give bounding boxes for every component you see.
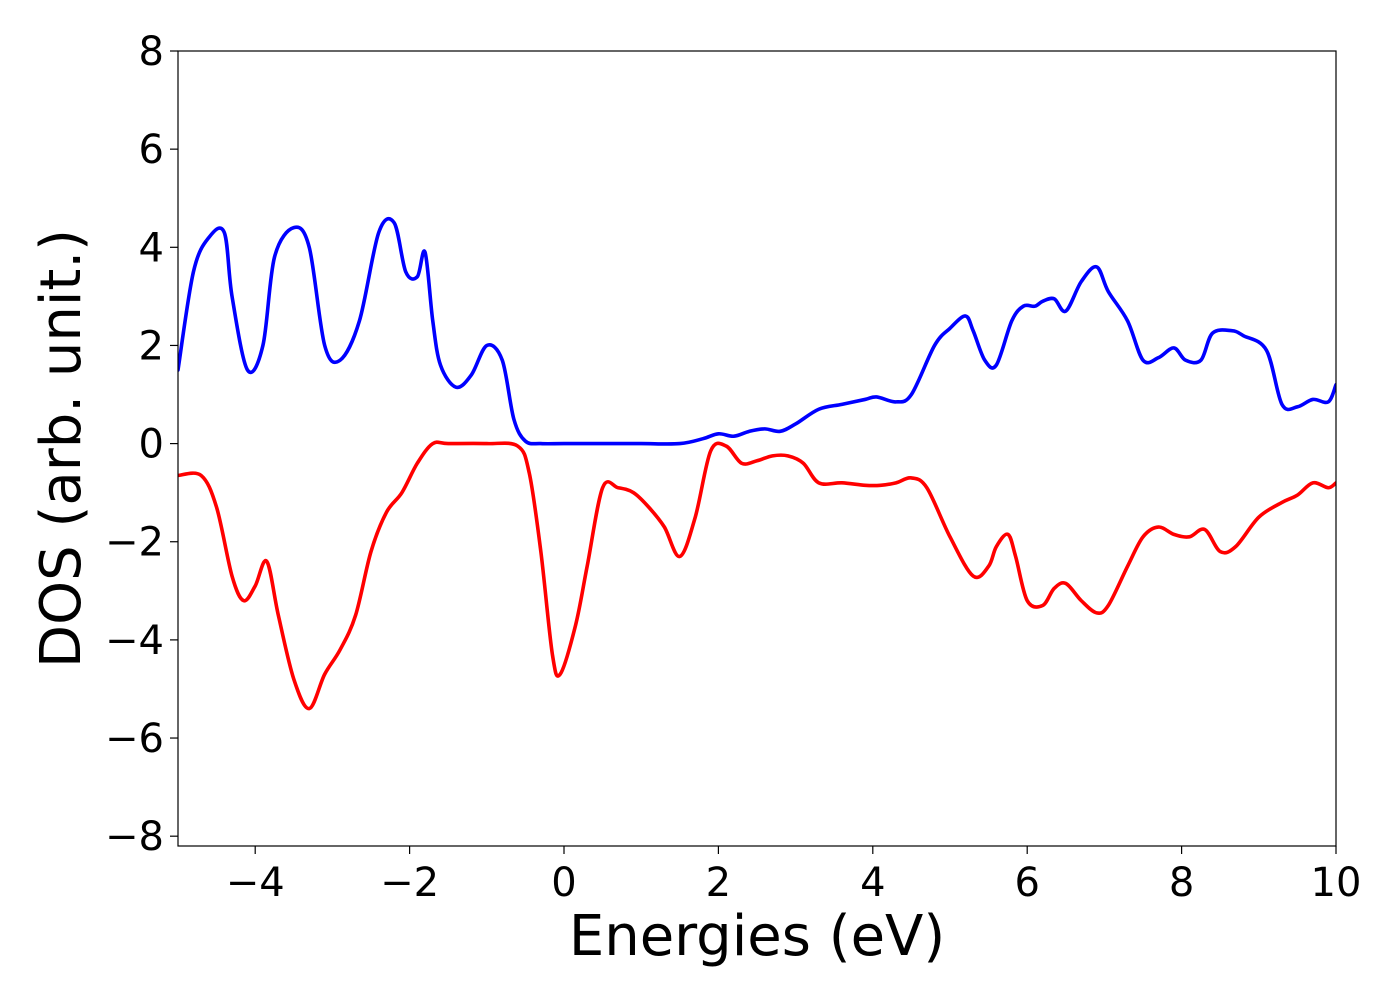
x-tick-label: 6 xyxy=(1014,860,1039,906)
y-tick-label: −8 xyxy=(105,814,164,860)
y-tick-label: 2 xyxy=(139,323,164,369)
y-tick-label: 8 xyxy=(139,29,164,75)
x-axis-ticks: −4 −2 0 2 4 6 8 10 xyxy=(226,846,1362,906)
x-axis-label: Energies (eV) xyxy=(569,904,945,969)
y-tick-label: 0 xyxy=(139,422,164,468)
x-tick-label: 8 xyxy=(1169,860,1194,906)
y-tick-label: 4 xyxy=(139,225,164,271)
x-tick-label: −2 xyxy=(380,860,439,906)
series-line-2 xyxy=(178,440,1336,711)
y-axis-label: DOS (arb. unit.) xyxy=(29,229,94,668)
y-tick-label: −6 xyxy=(105,716,164,762)
series-line-1 xyxy=(178,216,1336,446)
x-tick-label: 4 xyxy=(860,860,885,906)
y-tick-label: 6 xyxy=(139,127,164,173)
y-tick-label: −4 xyxy=(105,618,164,664)
y-axis-ticks: −8 −6 −4 −2 0 2 4 6 8 xyxy=(105,29,178,860)
x-tick-label: −4 xyxy=(226,860,285,906)
plot-frame xyxy=(177,50,1337,847)
series-layer xyxy=(178,216,1336,711)
x-tick-label: 0 xyxy=(551,860,576,906)
x-tick-label: 10 xyxy=(1311,860,1362,906)
x-tick-label: 2 xyxy=(706,860,731,906)
y-tick-label: −2 xyxy=(105,520,164,566)
